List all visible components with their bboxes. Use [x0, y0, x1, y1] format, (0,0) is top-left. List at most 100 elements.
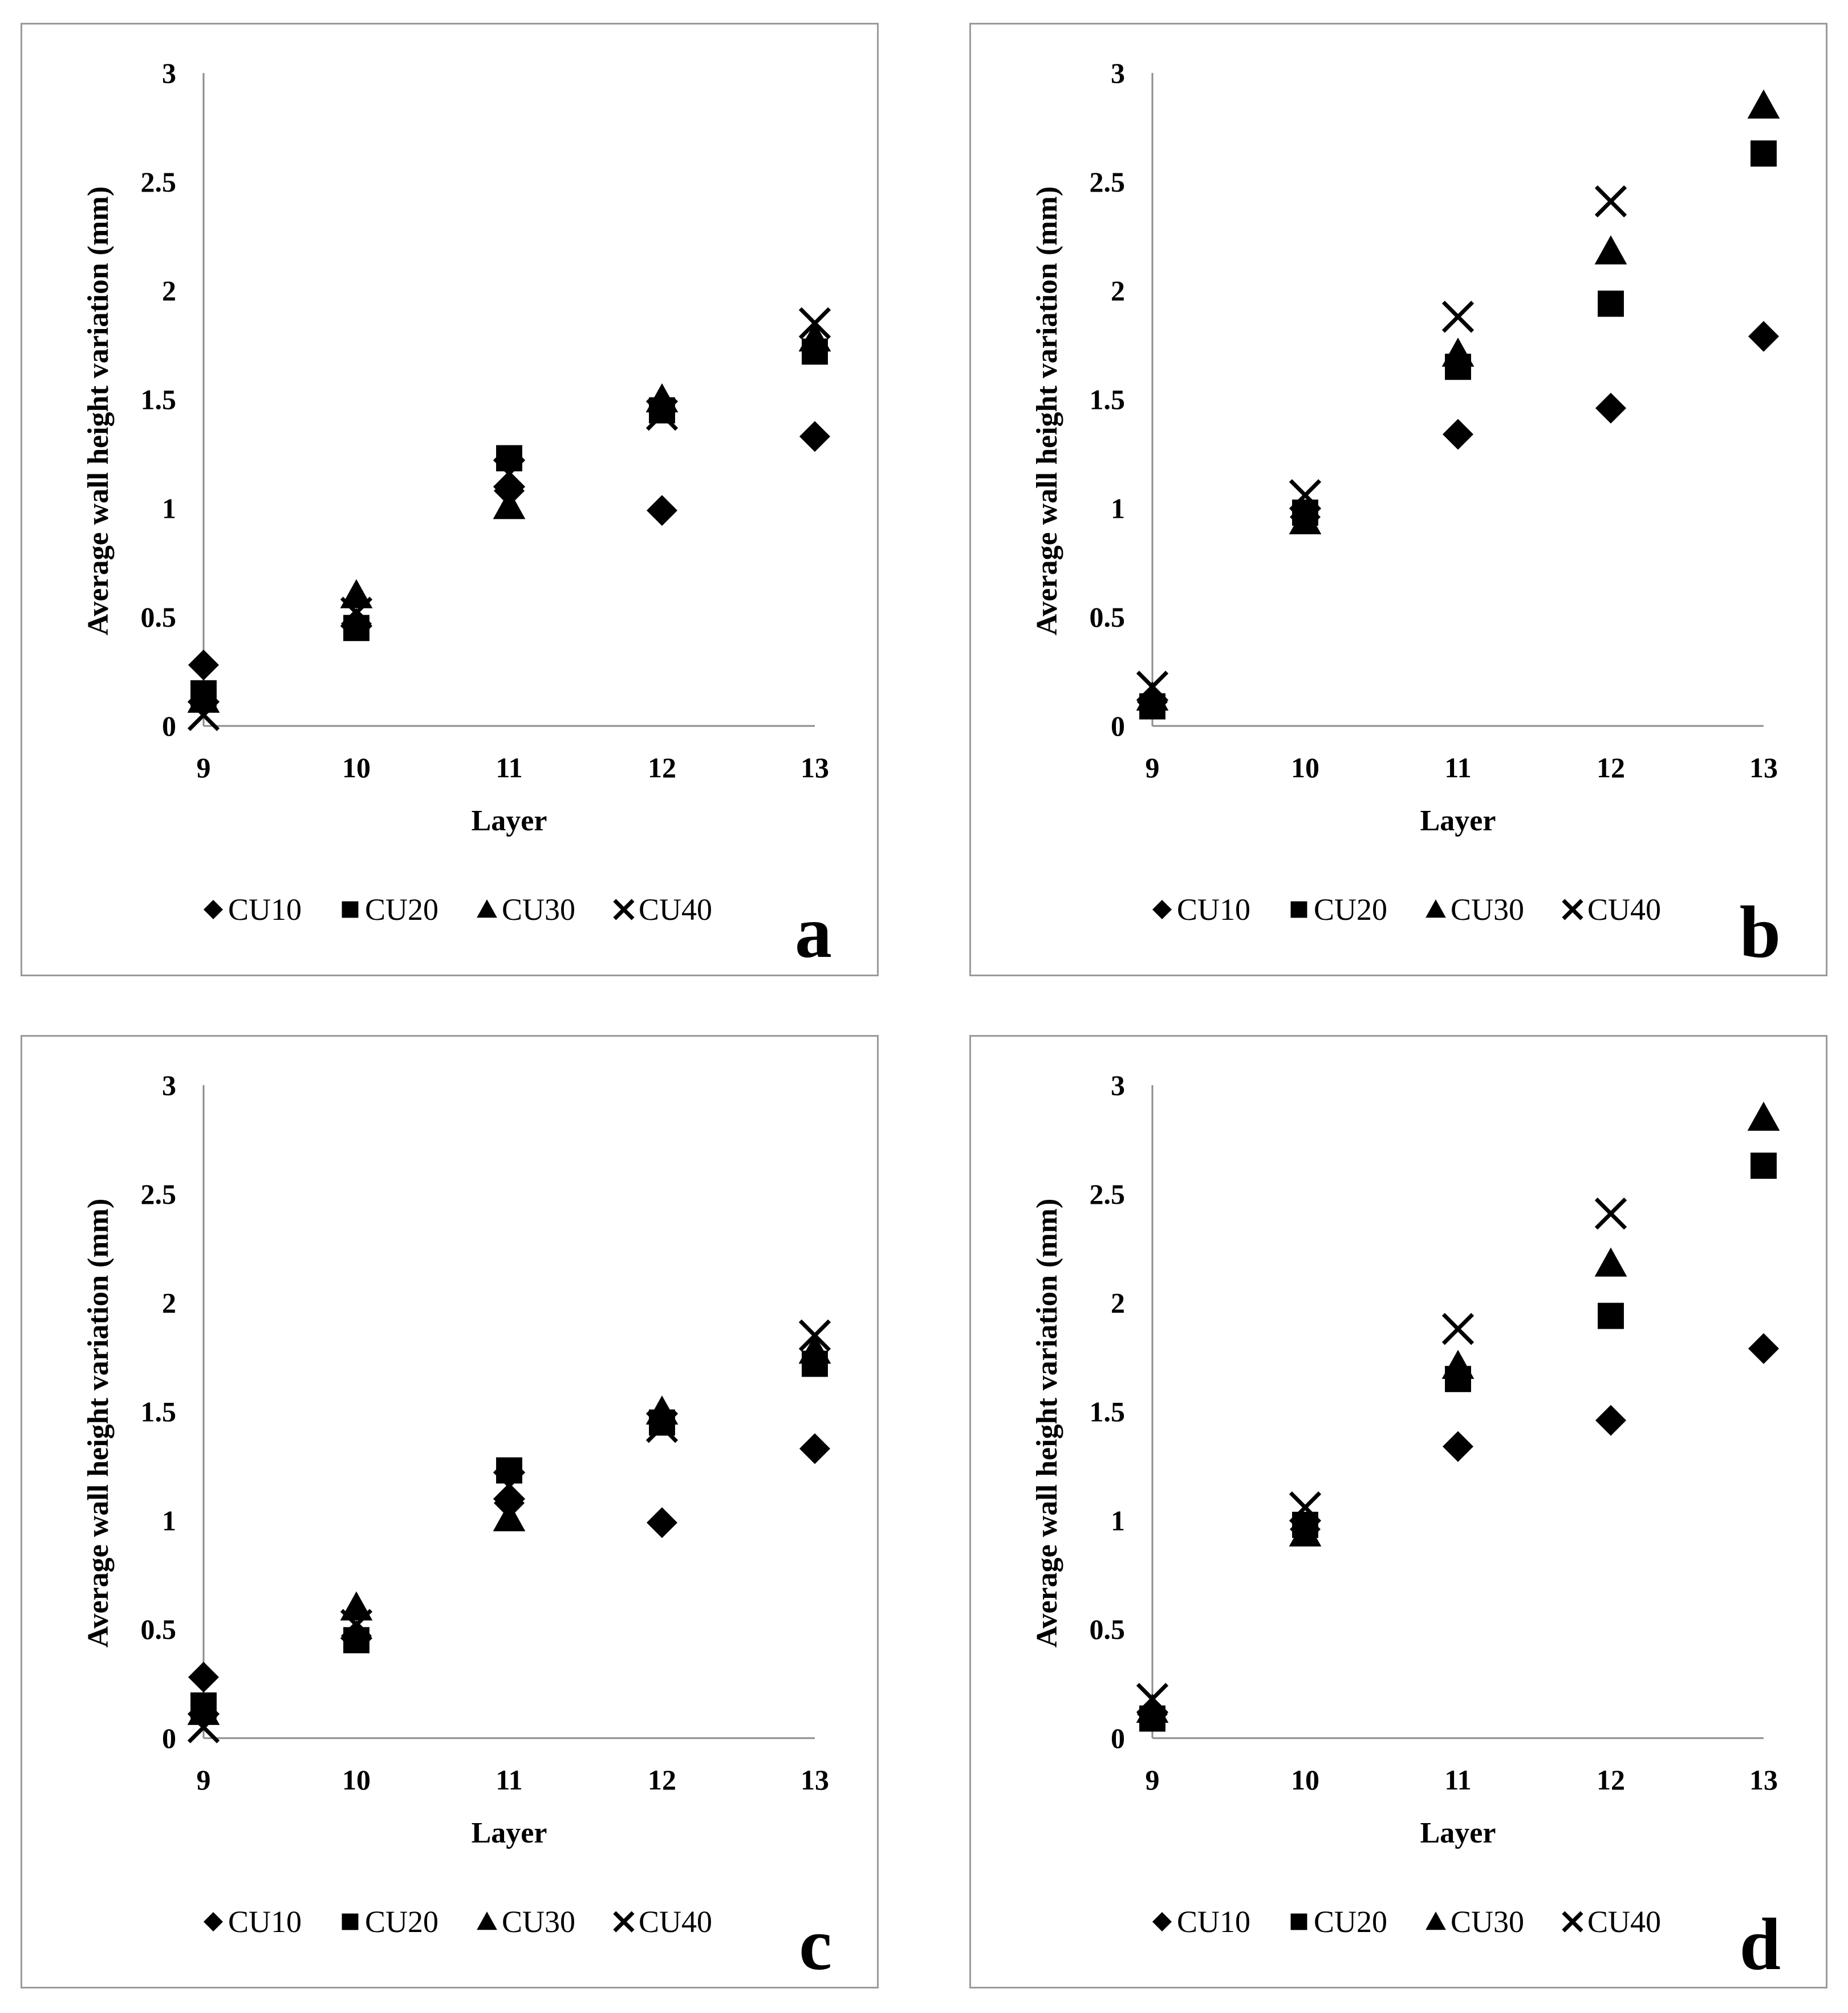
y-axis-title: Average wall height variation (mm) — [82, 1199, 115, 1648]
y-tick-label: 2 — [1111, 275, 1125, 307]
legend-marker-cu30 — [477, 1911, 497, 1930]
x-axis-title: Layer — [472, 1817, 547, 1849]
data-point-cu40 — [1594, 185, 1627, 218]
data-point-cu30 — [1289, 505, 1322, 534]
y-tick-label: 0 — [162, 1722, 176, 1754]
data-point-cu40 — [1594, 1198, 1627, 1230]
legend-label: CU10 — [228, 892, 302, 927]
data-point-cu40 — [493, 457, 526, 490]
y-axis-title: Average wall height variation (mm) — [1031, 186, 1063, 636]
data-point-cu10 — [188, 650, 219, 681]
series-cu40 — [1136, 1198, 1627, 1715]
data-point-cu30 — [1594, 1247, 1627, 1277]
y-tick-label: 1 — [162, 1504, 176, 1536]
legend-marker-cu10 — [1152, 900, 1172, 919]
series-cu20 — [190, 338, 828, 707]
legend-label: CU20 — [1314, 1905, 1387, 1939]
chart-panel-b: 0 0.5 1 1.5 2 2.5 3 9 10 11 12 13 Layer Average wall … — [969, 23, 1827, 976]
y-tick-label: 0 — [162, 710, 176, 742]
legend-item-cu40: CU40 — [613, 1905, 712, 1939]
legend-label: CU30 — [1451, 892, 1524, 927]
panel-label: d — [1740, 1904, 1781, 1986]
chart-panel-c: 0 0.5 1 1.5 2 2.5 3 9 10 11 12 13 Layer Average wall … — [21, 1035, 879, 1988]
chart-svg-d: 0 0.5 1 1.5 2 2.5 3 9 10 11 12 13 Layer Average wall … — [1031, 1069, 1781, 1986]
y-tick-label: 3 — [1111, 1069, 1125, 1101]
chart-svg-c: 0 0.5 1 1.5 2 2.5 3 9 10 11 12 13 Layer Average wall … — [82, 1069, 832, 1986]
legend-marker-cu10 — [204, 1912, 223, 1931]
data-point-cu20 — [1750, 1152, 1777, 1179]
data-point-cu40 — [1136, 671, 1169, 703]
y-tick-label: 1 — [1111, 492, 1125, 524]
legend-item-cu40: CU40 — [613, 892, 712, 927]
legend-label: CU40 — [639, 1905, 712, 1939]
data-point-cu30 — [798, 322, 831, 352]
legend-label: CU40 — [639, 892, 712, 927]
legend-label: CU20 — [365, 892, 438, 927]
data-point-cu40 — [493, 1470, 526, 1502]
legend-marker-cu10 — [1152, 1912, 1172, 1931]
data-point-cu30 — [1136, 1694, 1169, 1723]
x-tick-label: 10 — [1291, 1764, 1319, 1796]
x-tick-label: 9 — [197, 1764, 211, 1796]
legend-item-cu20: CU20 — [342, 892, 438, 927]
data-point-cu10 — [1443, 1431, 1473, 1462]
chart-svg-a: 0 0.5 1 1.5 2 2.5 3 9 10 11 12 13 Layer Average wall … — [82, 57, 832, 973]
y-axis-title: Average wall height variation (mm) — [82, 186, 115, 636]
legend-label: CU20 — [365, 1905, 438, 1939]
data-point-cu10 — [647, 495, 677, 526]
data-point-cu30 — [340, 579, 373, 608]
x-tick-label: 13 — [801, 1764, 829, 1796]
x-axis-title: Layer — [1420, 1817, 1496, 1849]
y-tick-label: 2.5 — [1090, 1178, 1126, 1210]
legend-item-cu40: CU40 — [1562, 892, 1661, 927]
legend-label: CU10 — [228, 1905, 302, 1939]
x-axis-title: Layer — [1420, 805, 1496, 837]
x-tick-label: 10 — [342, 1764, 371, 1796]
y-tick-label: 1.5 — [141, 1396, 177, 1428]
legend-item-cu20: CU20 — [342, 1905, 438, 1939]
y-tick-label: 3 — [1111, 57, 1125, 89]
legend-label: CU40 — [1587, 892, 1661, 927]
data-point-cu10 — [799, 1433, 830, 1464]
data-point-cu10 — [1595, 392, 1626, 424]
x-tick-label: 10 — [1291, 752, 1319, 784]
x-tick-label: 11 — [495, 752, 522, 784]
data-point-cu40 — [1289, 479, 1322, 512]
data-point-cu40 — [645, 399, 679, 431]
legend-label: CU10 — [1177, 1905, 1250, 1939]
legend-label: CU30 — [502, 892, 575, 927]
x-tick-label: 13 — [801, 752, 829, 784]
legend-label: CU10 — [1177, 892, 1250, 927]
data-point-cu30 — [1441, 338, 1475, 367]
y-tick-label: 1.5 — [1090, 384, 1126, 416]
legend-marker-cu40 — [1562, 1911, 1583, 1933]
data-point-cu40 — [1136, 1683, 1169, 1715]
legend-marker-cu20 — [342, 1913, 359, 1930]
x-tick-label: 12 — [648, 1764, 676, 1796]
data-point-cu40 — [187, 699, 220, 732]
y-tick-label: 1.5 — [1090, 1396, 1126, 1428]
panel-label: c — [799, 1904, 832, 1986]
legend-marker-cu20 — [1290, 901, 1307, 918]
y-tick-label: 2 — [162, 1287, 176, 1319]
data-point-cu10 — [1748, 1333, 1779, 1364]
data-point-cu40 — [187, 1711, 220, 1744]
legend-item-cu20: CU20 — [1290, 892, 1387, 927]
legend-item-cu30: CU30 — [1425, 892, 1524, 927]
series-cu20 — [190, 1350, 828, 1719]
legend-item-cu10: CU10 — [204, 892, 302, 927]
data-point-cu20 — [343, 615, 369, 642]
legend-marker-cu20 — [1290, 1913, 1307, 1930]
chart-panel-a: 0 0.5 1 1.5 2 2.5 3 9 10 11 12 13 Layer Average wall … — [21, 23, 879, 976]
x-tick-label: 12 — [1597, 1764, 1625, 1796]
chart-panel-d: 0 0.5 1 1.5 2 2.5 3 9 10 11 12 13 Layer Average wall … — [969, 1035, 1827, 1988]
legend-marker-cu40 — [613, 899, 635, 920]
legend-marker-cu40 — [1562, 899, 1583, 920]
y-tick-label: 1.5 — [141, 384, 177, 416]
legend-marker-cu30 — [477, 899, 497, 918]
series-cu40 — [1136, 185, 1627, 703]
data-point-cu40 — [798, 307, 831, 340]
y-tick-label: 0.5 — [141, 601, 177, 633]
legend-marker-cu20 — [342, 901, 359, 918]
legend-item-cu30: CU30 — [477, 1905, 575, 1939]
